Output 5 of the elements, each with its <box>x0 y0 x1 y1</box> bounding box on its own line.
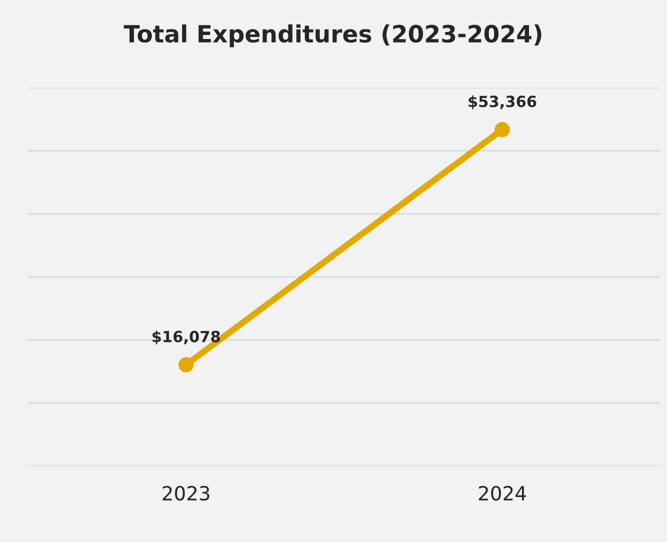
x-tick-label: 2023 <box>162 486 210 501</box>
data-label: $16,078 <box>152 330 220 344</box>
x-tick-label: 2024 <box>478 486 526 501</box>
chart-title: Total Expenditures (2023-2024) <box>124 24 542 48</box>
data-label: $53,366 <box>468 95 536 110</box>
